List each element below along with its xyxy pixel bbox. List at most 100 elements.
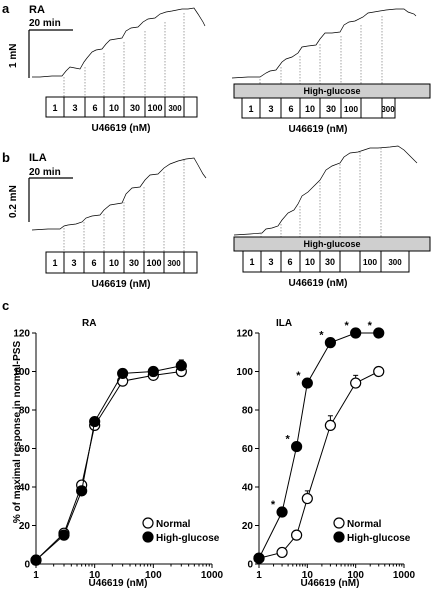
conc-label: 30 bbox=[130, 103, 140, 113]
data-point bbox=[373, 365, 385, 378]
conc-label: 1 bbox=[249, 257, 254, 267]
y-axis-title: % of maximal response in normal-PSS bbox=[12, 341, 23, 524]
data-point bbox=[253, 552, 265, 564]
data-point bbox=[76, 485, 88, 497]
legend-label-high-glucose: High-glucose bbox=[347, 533, 411, 544]
legend-label-normal: Normal bbox=[156, 519, 191, 530]
scale-bar bbox=[28, 177, 73, 222]
data-point bbox=[276, 506, 288, 518]
data-point bbox=[324, 419, 336, 431]
axis-label: U46619 (nM) bbox=[92, 123, 151, 134]
significance-marker: * bbox=[271, 499, 276, 511]
y-tick-label: 40 bbox=[242, 483, 254, 494]
data-point bbox=[276, 546, 288, 559]
scale-bar bbox=[28, 29, 73, 78]
conc-label: 10 bbox=[109, 103, 119, 113]
conc-label: 3 bbox=[71, 258, 76, 268]
conc-label: 300 bbox=[168, 104, 182, 113]
significance-marker: * bbox=[296, 370, 301, 382]
data-point bbox=[89, 415, 101, 428]
data-point bbox=[291, 440, 303, 453]
conc-label: 3 bbox=[268, 257, 273, 267]
legend: Normal High-glucose bbox=[333, 517, 411, 544]
axis-label: U46619 (nM) bbox=[289, 124, 348, 135]
panel-b: b ILA 20 min 0.2 mN 1 3 6 10 30 100 300 … bbox=[2, 145, 431, 290]
condition-label: High-glucose bbox=[303, 239, 360, 249]
conc-label: 10 bbox=[109, 258, 119, 268]
trace-normal bbox=[32, 7, 206, 78]
legend-marker-high-glucose bbox=[142, 531, 154, 543]
concentration-boxes: 1 3 6 10 30 100 300 bbox=[45, 251, 198, 274]
trace-high-glucose bbox=[233, 145, 418, 236]
x-tick-label: 100 bbox=[145, 570, 162, 581]
dotted-markers bbox=[260, 148, 382, 237]
conc-label: 30 bbox=[325, 257, 335, 267]
conc-label: 6 bbox=[91, 258, 96, 268]
force-scale-label: 1 mN bbox=[8, 44, 19, 68]
axis-label: U46619 (nM) bbox=[92, 279, 151, 290]
y-tick-label: 40 bbox=[19, 483, 31, 494]
significance-marker: * bbox=[345, 320, 350, 332]
panel-letter: a bbox=[2, 1, 10, 16]
data-point bbox=[324, 337, 336, 349]
series-line bbox=[258, 371, 379, 559]
conc-label: 10 bbox=[305, 104, 315, 114]
axis-label: U46619 (nM) bbox=[289, 278, 348, 289]
conc-label: 1 bbox=[52, 258, 57, 268]
conc-label: 3 bbox=[72, 103, 77, 113]
y-tick-label: 100 bbox=[236, 367, 253, 378]
dotted-markers bbox=[63, 13, 185, 97]
chart-ila: ILA U46619 (nM) Normal High-glucose 0 20 4… bbox=[236, 318, 415, 589]
data-point bbox=[350, 377, 362, 389]
time-scale-label: 20 min bbox=[29, 167, 61, 178]
data-point bbox=[175, 360, 187, 372]
force-scale-label: 0.2 mN bbox=[8, 185, 19, 218]
panel-letter: b bbox=[2, 150, 10, 165]
concentration-boxes: 1 3 6 10 30 100 300 bbox=[242, 250, 410, 273]
legend-label-high-glucose: High-glucose bbox=[156, 533, 220, 544]
data-point bbox=[350, 327, 362, 339]
x-tick-label: 1 bbox=[33, 570, 39, 581]
conc-label: 30 bbox=[129, 258, 139, 268]
chart-subtitle: ILA bbox=[276, 318, 292, 329]
y-tick-label: 80 bbox=[19, 406, 31, 417]
x-tick-label: 1000 bbox=[201, 570, 224, 581]
y-tick-label: 100 bbox=[13, 367, 30, 378]
conc-label: 10 bbox=[305, 257, 315, 267]
y-tick-label: 0 bbox=[247, 560, 253, 571]
conc-label: 1 bbox=[248, 104, 253, 114]
conc-label: 6 bbox=[92, 103, 97, 113]
x-tick-label: 10 bbox=[89, 570, 101, 581]
conc-label: 6 bbox=[288, 104, 293, 114]
conc-label: 300 bbox=[381, 105, 395, 114]
significance-marker: * bbox=[319, 330, 324, 342]
conc-label: 300 bbox=[167, 259, 181, 268]
panel-letter: c bbox=[2, 298, 9, 313]
y-tick-label: 120 bbox=[13, 329, 30, 340]
data-point bbox=[58, 529, 70, 541]
legend-marker-normal bbox=[142, 517, 154, 529]
condition-label: High-glucose bbox=[303, 86, 360, 96]
significance-marker: * bbox=[368, 320, 373, 332]
legend-marker-high-glucose bbox=[333, 531, 345, 543]
conc-label: 100 bbox=[146, 258, 161, 268]
data-point bbox=[301, 492, 313, 505]
vessel-label: RA bbox=[29, 4, 45, 16]
chart-ra: RA U46619 (nM) Normal High-glucose 0 20 40… bbox=[13, 318, 223, 589]
conc-label: 300 bbox=[388, 258, 402, 267]
conc-label: 100 bbox=[344, 104, 358, 114]
x-tick-label: 1000 bbox=[393, 570, 416, 581]
trace-normal bbox=[31, 157, 207, 231]
x-tick-label: 10 bbox=[302, 570, 314, 581]
condition-bar: High-glucose bbox=[233, 236, 431, 252]
data-point bbox=[291, 529, 303, 541]
condition-bar: High-glucose bbox=[233, 83, 431, 99]
conc-label: 100 bbox=[147, 103, 162, 113]
chart-subtitle: RA bbox=[82, 318, 96, 329]
conc-label: 6 bbox=[287, 257, 292, 267]
data-point bbox=[373, 327, 385, 339]
vessel-label: ILA bbox=[29, 152, 47, 164]
legend: Normal High-glucose bbox=[142, 517, 220, 544]
panel-c: c % of maximal response in normal-PSS RA… bbox=[2, 298, 416, 589]
